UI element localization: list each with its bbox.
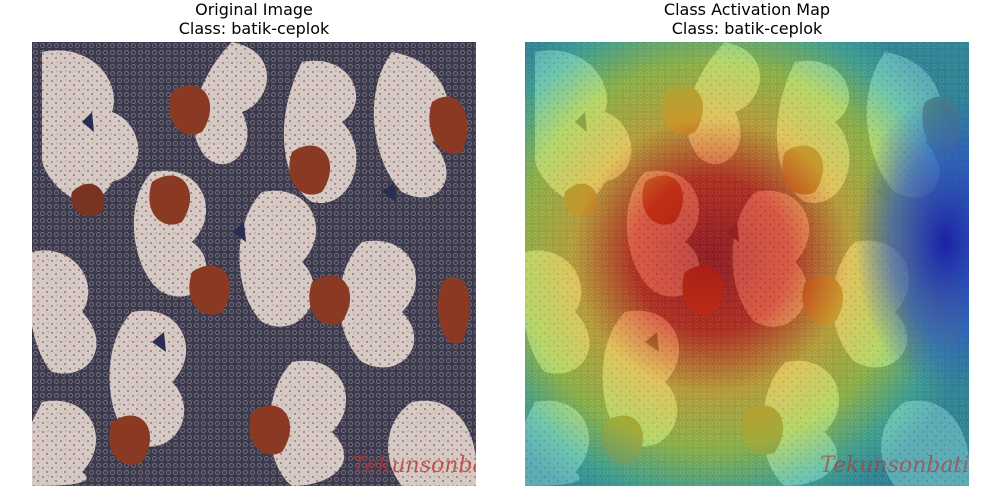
- title-line-1: Original Image: [195, 0, 313, 19]
- title-line-2: Class: batik-ceplok: [178, 19, 330, 38]
- original-batik-image: Tekunsonbatic: [32, 42, 476, 486]
- original-image-title: Original Image Class: batik-ceplok: [32, 0, 476, 38]
- heatmap-cold-region: [855, 92, 969, 392]
- title-line-2: Class: batik-ceplok: [671, 19, 823, 38]
- class-activation-map-image: Tekunsonbatic: [525, 42, 969, 486]
- watermark-text: Tekunsonbatic: [352, 453, 476, 478]
- title-line-1: Class Activation Map: [663, 0, 831, 19]
- watermark-text: Tekunsonbatic: [820, 453, 969, 478]
- cam-title: Class Activation Map Class: batik-ceplok: [525, 0, 969, 38]
